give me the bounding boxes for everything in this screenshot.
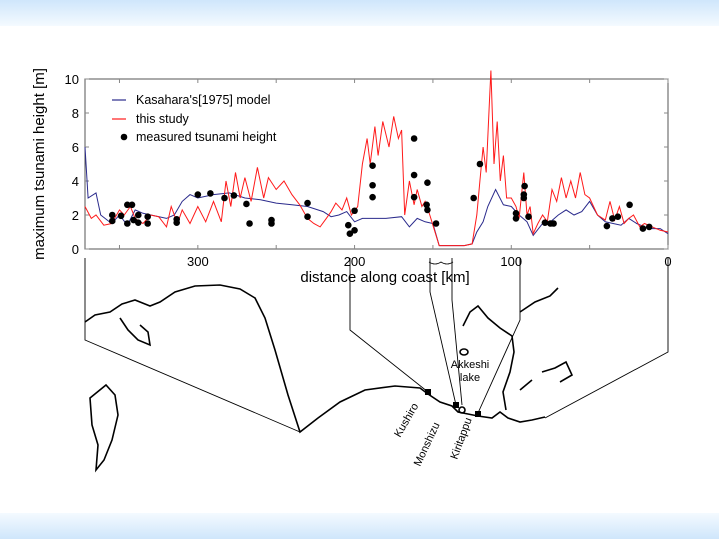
brace-mark <box>428 261 454 265</box>
measured-point <box>550 220 557 227</box>
measured-point <box>639 225 647 232</box>
marker-monshizu <box>453 402 459 408</box>
y-tick-label: 10 <box>65 72 79 87</box>
measured-point <box>541 219 549 226</box>
y-tick-label: 6 <box>72 140 79 155</box>
plot-frame <box>84 78 669 250</box>
label-kushiro: Kushiro <box>392 401 421 439</box>
measured-point <box>410 193 418 201</box>
y-axis-label: maximum tsunami height [m] <box>31 68 48 260</box>
measured-point <box>520 194 528 202</box>
measured-point <box>351 227 358 234</box>
legend: Kasahara's[1975] model this study measur… <box>112 93 277 144</box>
x-axis-label: distance along coast [km] <box>300 269 469 286</box>
measured-point <box>344 221 352 229</box>
measured-point <box>207 190 214 197</box>
measured-point <box>410 135 418 142</box>
y-tick-label: 8 <box>72 106 79 121</box>
measured-point <box>144 213 151 220</box>
measured-point <box>424 179 431 186</box>
coastline-west-peninsula <box>119 317 152 347</box>
measured-point <box>476 160 484 168</box>
coastline-east <box>519 287 574 391</box>
measured-point <box>470 194 477 202</box>
measured-point <box>194 191 202 198</box>
measured-point <box>423 201 430 209</box>
akkeshi-lake-outline <box>459 348 469 356</box>
y-tick-label: 2 <box>72 208 79 223</box>
measured-point <box>134 219 142 226</box>
legend-label-kasahara: Kasahara's[1975] model <box>136 93 270 107</box>
x-tick-label: 100 <box>500 254 522 269</box>
measured-point <box>521 182 528 190</box>
label-lake: lake <box>460 372 480 384</box>
series-line-0 <box>84 146 669 247</box>
measured-point <box>609 215 616 222</box>
measured-point <box>108 211 116 219</box>
measured-point <box>230 192 238 199</box>
measured-point <box>369 193 376 201</box>
map <box>84 284 574 473</box>
y-tick-label: 4 <box>72 174 79 189</box>
measured-point <box>346 230 354 237</box>
label-monshizu: Monshizu <box>412 421 443 469</box>
series-line-1 <box>84 70 669 247</box>
measured-point <box>351 207 358 215</box>
place-markers <box>425 389 481 417</box>
measured-point <box>369 162 376 169</box>
legend-swatch-measured <box>120 133 128 141</box>
measured-point <box>124 201 131 209</box>
measured-point <box>268 220 275 227</box>
island <box>89 383 119 473</box>
measured-point <box>243 200 250 208</box>
measured-point <box>424 206 431 214</box>
measured-point <box>614 213 622 220</box>
measured-point <box>124 220 131 227</box>
measured-point <box>525 213 532 220</box>
measured-point <box>626 201 633 209</box>
marker-kushiro <box>425 389 431 395</box>
slide-bottom-band <box>0 513 719 539</box>
measured-point <box>221 194 228 202</box>
slide-top-band <box>0 0 719 26</box>
label-akkeshi: Akkeshi <box>451 359 490 371</box>
measured-point <box>144 220 151 227</box>
measured-point <box>432 220 440 227</box>
measured-point <box>512 210 520 217</box>
x-tick-label: 300 <box>187 254 209 269</box>
measured-point <box>369 181 376 189</box>
coastline-peninsula <box>462 304 515 411</box>
measured-point <box>128 201 136 209</box>
projection-lines <box>84 258 669 433</box>
measured-point <box>645 223 653 231</box>
coastline <box>84 284 546 434</box>
measured-point <box>108 217 116 225</box>
measured-point <box>173 219 180 226</box>
measured-point <box>117 212 125 220</box>
measured-point <box>246 220 253 227</box>
measured-point <box>512 215 520 222</box>
x-tick-label: 200 <box>344 254 366 269</box>
measured-point <box>304 213 311 220</box>
measured-point <box>410 171 418 179</box>
legend-label-this-study: this study <box>136 112 190 126</box>
legend-label-measured: measured tsunami height <box>136 130 277 144</box>
measured-point <box>304 199 311 207</box>
y-tick-label: 0 <box>72 242 79 257</box>
measured-point <box>134 211 142 219</box>
marker-kiritappu <box>475 411 481 417</box>
measured-point <box>603 222 611 230</box>
bay-outline <box>458 406 466 414</box>
label-kiritappu: Kiritappu <box>449 416 475 461</box>
